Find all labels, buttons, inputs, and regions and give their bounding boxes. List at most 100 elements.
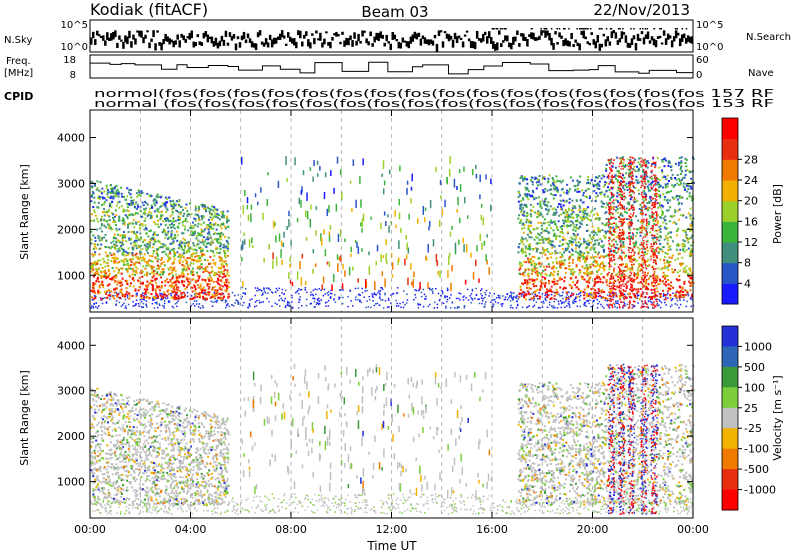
noise-point xyxy=(323,38,326,45)
echo-point xyxy=(155,208,158,211)
echo-point xyxy=(594,179,597,182)
echo-point xyxy=(549,184,552,187)
noise-point xyxy=(562,40,565,47)
echo-point xyxy=(451,301,454,303)
noise-point xyxy=(144,34,147,39)
echo-point xyxy=(621,174,624,177)
echo-point xyxy=(454,242,457,252)
echo-point xyxy=(334,294,336,296)
echo-point xyxy=(135,239,138,242)
echo-point xyxy=(137,244,140,247)
echo-point xyxy=(539,211,542,214)
echo-point xyxy=(135,304,137,306)
echo-point xyxy=(551,176,554,179)
echo-point xyxy=(622,307,624,309)
echo-point xyxy=(98,197,101,200)
noise-point xyxy=(262,42,266,47)
echo-point xyxy=(663,259,666,262)
echo-point xyxy=(536,275,539,278)
echo-point xyxy=(347,295,349,298)
echo-point xyxy=(645,227,648,230)
echo-point xyxy=(171,274,174,277)
echo-point xyxy=(547,177,550,180)
echo-point xyxy=(676,229,679,232)
echo-point xyxy=(379,293,381,296)
echo-point xyxy=(183,228,186,231)
echo-point xyxy=(676,198,679,201)
echo-point xyxy=(296,290,299,292)
echo-point xyxy=(598,175,601,178)
echo-point xyxy=(571,261,574,264)
noise-point xyxy=(136,30,139,33)
echo-point xyxy=(254,301,257,303)
noise-point xyxy=(544,30,547,38)
echo-point xyxy=(630,237,633,240)
echo-point xyxy=(678,208,681,211)
echo-point xyxy=(349,180,352,184)
echo-point xyxy=(287,301,289,303)
echo-point xyxy=(629,194,632,197)
echo-point xyxy=(158,303,161,305)
echo-point xyxy=(231,304,233,306)
echo-point xyxy=(245,288,247,290)
echo-point xyxy=(113,244,116,247)
echo-point xyxy=(203,278,206,281)
echo-point xyxy=(539,204,542,207)
echo-point xyxy=(590,305,592,308)
echo-point xyxy=(215,280,218,283)
echo-point xyxy=(552,184,555,187)
echo-point xyxy=(533,211,536,214)
echo-point xyxy=(537,178,540,181)
echo-point xyxy=(171,277,174,280)
noise-point xyxy=(548,33,551,41)
echo-point xyxy=(223,250,226,253)
echo-point xyxy=(691,278,694,281)
echo-point xyxy=(485,289,488,292)
echo-point xyxy=(153,238,156,241)
echo-point xyxy=(160,216,163,219)
echo-point xyxy=(510,295,512,297)
echo-point xyxy=(213,285,216,288)
echo-point xyxy=(582,217,585,220)
echo-point xyxy=(541,236,544,239)
noise-point xyxy=(479,38,483,43)
noise-point xyxy=(500,43,503,48)
noise-search-point xyxy=(584,28,587,30)
echo-point xyxy=(202,292,204,294)
echo-point xyxy=(111,200,114,203)
echo-point xyxy=(463,244,465,253)
echo-point xyxy=(203,204,206,207)
echo-point xyxy=(497,302,499,304)
echo-point xyxy=(167,246,170,249)
echo-point xyxy=(406,180,409,185)
echo-point xyxy=(163,217,166,220)
noise-point xyxy=(668,35,672,39)
echo-point xyxy=(127,191,130,194)
echo-point xyxy=(324,249,327,257)
echo-point xyxy=(138,261,141,264)
echo-point xyxy=(178,260,181,263)
echo-point xyxy=(603,193,606,196)
echo-point xyxy=(663,298,666,301)
echo-point xyxy=(548,282,551,285)
echo-point xyxy=(306,291,308,294)
echo-point xyxy=(647,259,650,262)
echo-point xyxy=(690,225,693,228)
echo-point xyxy=(543,200,546,203)
echo-point xyxy=(567,213,570,216)
echo-point xyxy=(132,247,135,250)
echo-point xyxy=(614,288,617,291)
echo-point xyxy=(118,217,121,220)
echo-point xyxy=(154,233,157,236)
echo-point xyxy=(549,205,552,208)
echo-point xyxy=(546,293,548,295)
echo-point xyxy=(490,301,492,303)
echo-point xyxy=(543,276,546,279)
echo-point xyxy=(91,290,94,293)
noise-point xyxy=(162,38,165,45)
echo-point xyxy=(499,297,501,300)
echo-point xyxy=(559,295,561,297)
echo-point xyxy=(520,295,523,297)
echo-point xyxy=(561,231,564,234)
echo-point xyxy=(653,274,656,277)
